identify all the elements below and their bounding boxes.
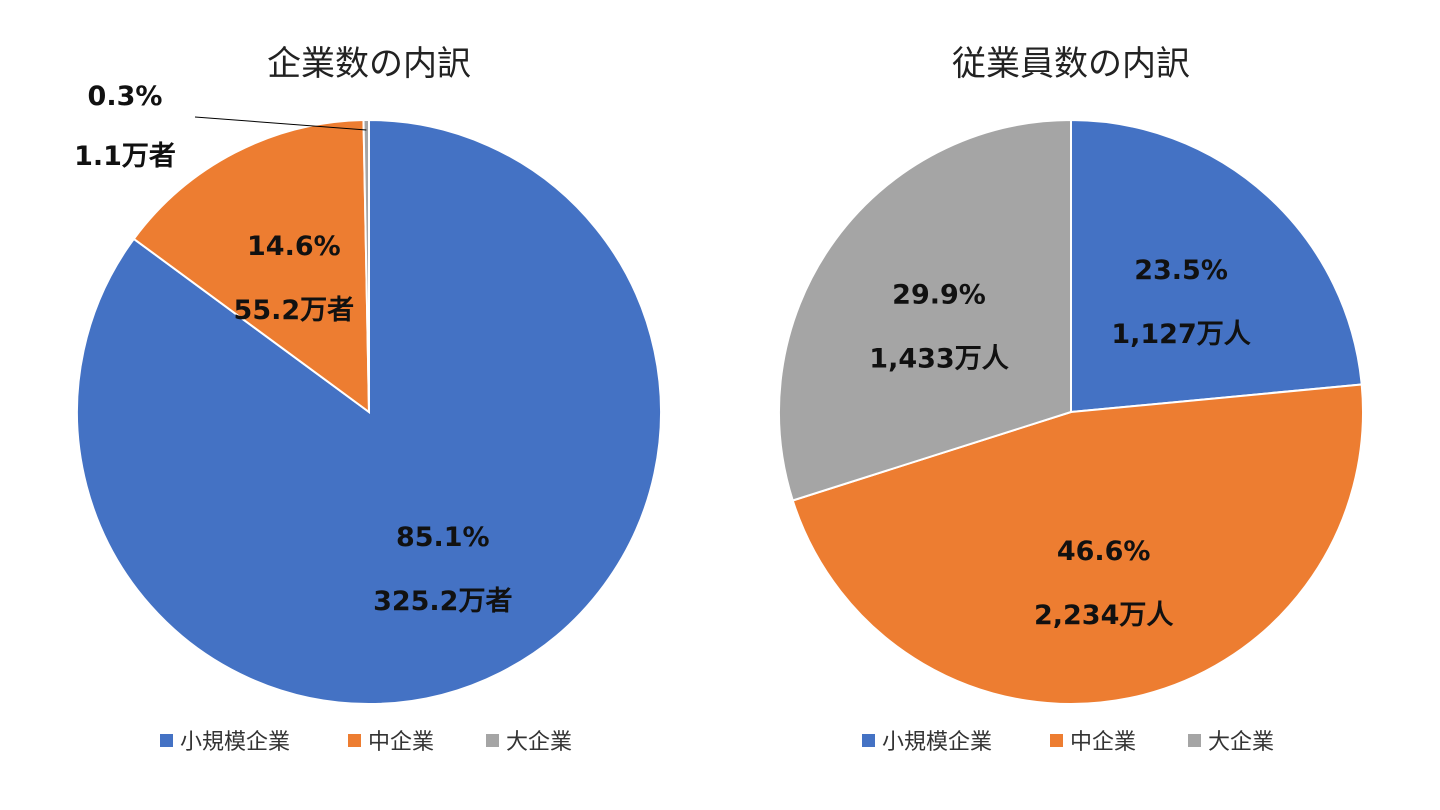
data-label-percent: 85.1%: [396, 522, 490, 553]
leader-line: [194, 116, 367, 131]
legend-label: 小規模企業: [180, 730, 290, 755]
data-label-count: 55.2万者: [234, 295, 355, 326]
legend-label: 中企業: [368, 730, 434, 755]
data-label-percent: 46.6%: [1057, 536, 1151, 567]
legend-label: 大企業: [506, 730, 572, 755]
data-label-count: 325.2万者: [373, 586, 512, 617]
legend-swatch: [348, 734, 361, 747]
pie-slice-大企業: [362, 118, 370, 413]
data-label-count: 2,234万人: [1034, 600, 1173, 631]
legend-swatch: [862, 734, 875, 747]
data-label-percent: 29.9%: [892, 279, 986, 310]
legend-label: 大企業: [1208, 730, 1274, 755]
pie-slice-小規模企業: [76, 118, 662, 705]
pie-chart-2: 従業員数の内訳 23.5% 1,127万人 46.6% 2,234万人 29.9% 1,43…: [778, 44, 1364, 755]
legend: 小規模企業 中企業 大企業: [160, 730, 572, 755]
legend-label: 中企業: [1070, 730, 1136, 755]
data-label-count: 1,433万人: [869, 343, 1008, 374]
legend: 小規模企業 中企業 大企業: [862, 730, 1274, 755]
legend-swatch: [1050, 734, 1063, 747]
pie-chart-1: 企業数の内訳 85.1% 325.2万者 14.6% 55.2万者 0.3% 1.1万者小規…: [74, 44, 662, 755]
data-label-percent: 14.6%: [247, 231, 341, 262]
legend-label: 小規模企業: [882, 730, 992, 755]
legend-swatch: [160, 734, 173, 747]
legend-swatch: [1188, 734, 1201, 747]
pie-slice-小規模企業: [1070, 118, 1363, 414]
data-label-count: 1.1万者: [74, 141, 176, 172]
data-label-percent: 0.3%: [88, 81, 163, 112]
data-label-count: 1,127万人: [1111, 319, 1250, 350]
chart-title: 従業員数の内訳: [952, 44, 1190, 84]
legend-swatch: [486, 734, 499, 747]
chart-title: 企業数の内訳: [267, 44, 471, 84]
data-label-percent: 23.5%: [1134, 255, 1228, 286]
pie-slice-大企業: [778, 118, 1072, 502]
pie-slice-中企業: [791, 383, 1364, 705]
pie-slice-中企業: [132, 119, 371, 415]
